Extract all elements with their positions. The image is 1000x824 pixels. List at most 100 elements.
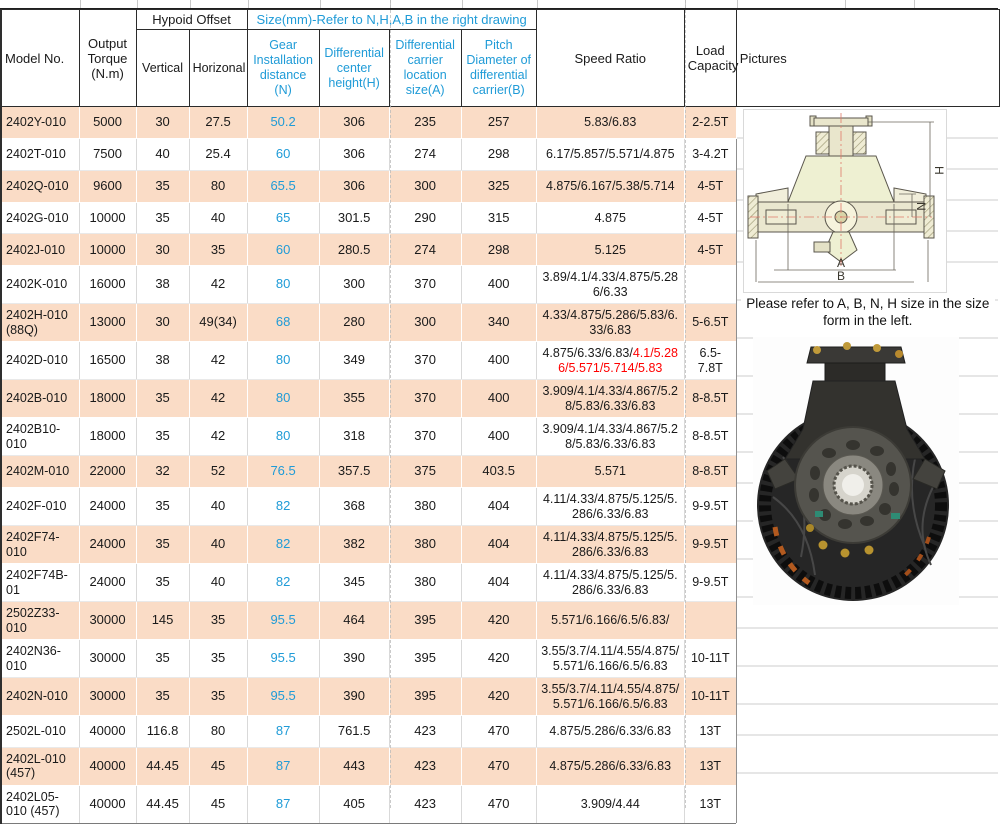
table-row: 2402L-010 (457) 40000 44.45 45 87 443 42…	[1, 747, 1000, 786]
hypoid-vertical-cell: 30	[136, 303, 190, 343]
header-vertical: Vertical	[135, 29, 190, 107]
speed-ratio-text: 3.909/4.1/4.33/4.867/5.28/5.83/6.33/6.83	[542, 384, 679, 413]
speed-ratio-text: 3.55/3.7/4.11/4.55/4.875/5.571/6.166/6.5…	[541, 682, 680, 711]
model-no-cell: 2402Q-010	[1, 170, 80, 203]
hypoid-horizonal-cell: 35	[189, 639, 248, 679]
pitch-diameter-cell: 420	[461, 601, 537, 641]
hypoid-vertical-cell: 30	[136, 106, 190, 139]
header-differential-center-height: Differential center height(H)	[318, 29, 390, 107]
gear-installation-distance-cell: 82	[247, 487, 320, 527]
hypoid-horizonal-cell: 45	[189, 747, 248, 786]
model-no-cell: 2402T-010	[1, 138, 80, 171]
output-torque-cell: 30000	[79, 677, 137, 717]
model-no-cell: 2402F-010	[1, 487, 80, 527]
speed-ratio-text: 3.89/4.1/4.33/4.875/5.286/6.33	[542, 270, 679, 299]
differential-center-height-cell: 345	[319, 563, 390, 603]
carrier-location-size-cell: 375	[389, 455, 462, 489]
hypoid-horizonal-cell: 49(34)	[189, 303, 248, 343]
speed-ratio-cell: 3.89/4.1/4.33/4.875/5.286/6.33	[536, 265, 685, 305]
hypoid-vertical-cell: 35	[136, 379, 190, 419]
table-row: 2502Z33-010 30000 145 35 95.5 464 395 42…	[1, 601, 1000, 641]
hypoid-horizonal-cell: 42	[189, 265, 248, 305]
load-capacity-cell: 4-5T	[684, 233, 737, 267]
table-row: 2402M-010 22000 32 52 76.5 357.5 375 403…	[1, 455, 1000, 489]
gear-installation-distance-cell: 65	[247, 202, 320, 235]
header-pitch-diameter: Pitch Diameter of differential carrier(B…	[460, 29, 537, 107]
speed-ratio-cell: 4.33/4.875/5.286/5.83/6.33/6.83	[536, 303, 685, 343]
carrier-location-size-cell: 274	[389, 233, 462, 267]
differential-center-height-cell: 318	[319, 417, 390, 457]
model-no-cell: 2402D-010	[1, 341, 80, 381]
load-capacity-cell	[684, 265, 737, 305]
speed-ratio-text: 5.125	[594, 242, 626, 257]
table-row: 2402J-010 10000 30 35 60 280.5 274 298 5…	[1, 233, 1000, 267]
header-size-group: Size(mm)-Refer to N,H,A,B in the right d…	[246, 9, 537, 30]
output-torque-cell: 7500	[79, 138, 137, 171]
model-no-cell: 2502Z33-010	[1, 601, 80, 641]
carrier-location-size-cell: 370	[389, 417, 462, 457]
header-hypoid-offset: Hypoid Offset	[135, 9, 248, 30]
gear-installation-distance-cell: 87	[247, 715, 320, 748]
header-gear-installation-distance: Gear Installation distance (N)	[246, 29, 320, 107]
load-capacity-cell: 4-5T	[684, 202, 737, 235]
speed-ratio-text: 5.571	[594, 464, 626, 479]
differential-center-height-cell: 280.5	[319, 233, 390, 267]
hypoid-horizonal-cell: 40	[189, 525, 248, 565]
hypoid-horizonal-cell: 42	[189, 341, 248, 381]
differential-center-height-cell: 349	[319, 341, 390, 381]
hypoid-horizonal-cell: 80	[189, 715, 248, 748]
table-row: 2402B10-010 18000 35 42 80 318 370 400 3…	[1, 417, 1000, 457]
carrier-location-size-cell: 290	[389, 202, 462, 235]
carrier-location-size-cell: 423	[389, 785, 462, 824]
speed-ratio-cell: 4.875	[536, 202, 685, 235]
load-capacity-cell: 9-9.5T	[684, 487, 737, 527]
hypoid-horizonal-cell: 40	[189, 202, 248, 235]
differential-cross-section-drawing: H N A B	[747, 113, 946, 283]
model-no-cell: 2402Y-010	[1, 106, 80, 139]
pitch-diameter-cell: 298	[461, 233, 537, 267]
differential-center-height-cell: 306	[319, 170, 390, 203]
header-speed-ratio: Speed Ratio	[535, 9, 685, 107]
speed-ratio-text: 5.571/6.166/6.5/6.83/	[551, 613, 670, 628]
speed-ratio-text: 4.875/6.167/5.38/5.714	[545, 178, 675, 193]
model-no-cell: 2402B10-010	[1, 417, 80, 457]
hypoid-vertical-cell: 35	[136, 487, 190, 527]
pictures-panel: H N A B Please refer to A, B, N, H size …	[736, 107, 999, 823]
differential-photo-image	[752, 337, 959, 605]
table-row: 2402T-010 7500 40 25.4 60 306 274 298 6.…	[1, 138, 1000, 171]
speed-ratio-cell: 4.875/5.286/6.33/6.83	[536, 747, 685, 786]
load-capacity-cell: 10-11T	[684, 677, 737, 717]
speed-ratio-cell: 3.909/4.1/4.33/4.867/5.28/5.83/6.33/6.83	[536, 417, 685, 457]
gear-installation-distance-cell: 60	[247, 138, 320, 171]
hypoid-horizonal-cell: 27.5	[189, 106, 248, 139]
hypoid-vertical-cell: 35	[136, 525, 190, 565]
speed-ratio-cell: 3.55/3.7/4.11/4.55/4.875/5.571/6.166/6.5…	[536, 639, 685, 679]
differential-center-height-cell: 300	[319, 265, 390, 305]
pitch-diameter-cell: 400	[461, 341, 537, 381]
model-no-cell: 2402H-010 (88Q)	[1, 303, 80, 343]
hypoid-horizonal-cell: 52	[189, 455, 248, 489]
output-torque-cell: 30000	[79, 639, 137, 679]
speed-ratio-cell: 4.11/4.33/4.875/5.125/5.286/6.33/6.83	[536, 525, 685, 565]
pictures-note: Please refer to A, B, N, H size in the s…	[740, 295, 995, 329]
load-capacity-cell: 4-5T	[684, 170, 737, 203]
gear-installation-distance-cell: 80	[247, 341, 320, 381]
table-header: Model No. Output Torque (N.m) Hypoid Off…	[0, 9, 1000, 107]
output-torque-cell: 30000	[79, 601, 137, 641]
hypoid-vertical-cell: 32	[136, 455, 190, 489]
pitch-diameter-cell: 470	[461, 715, 537, 748]
speed-ratio-text: 6.17/5.857/5.571/4.875	[545, 147, 675, 162]
speed-ratio-text: 4.875/5.286/6.33/6.83	[549, 759, 672, 774]
carrier-location-size-cell: 370	[389, 379, 462, 419]
carrier-location-size-cell: 370	[389, 341, 462, 381]
load-capacity-cell: 13T	[684, 715, 737, 748]
header-model-no: Model No.	[0, 9, 80, 107]
load-capacity-cell: 8-8.5T	[684, 379, 737, 419]
pitch-diameter-cell: 340	[461, 303, 537, 343]
hypoid-vertical-cell: 35	[136, 170, 190, 203]
differential-center-height-cell: 761.5	[319, 715, 390, 748]
model-no-cell: 2402L-010 (457)	[1, 747, 80, 786]
output-torque-cell: 22000	[79, 455, 137, 489]
pictures-cell: H N A B Please refer to A, B, N, H size …	[735, 106, 1000, 824]
pitch-diameter-cell: 400	[461, 265, 537, 305]
